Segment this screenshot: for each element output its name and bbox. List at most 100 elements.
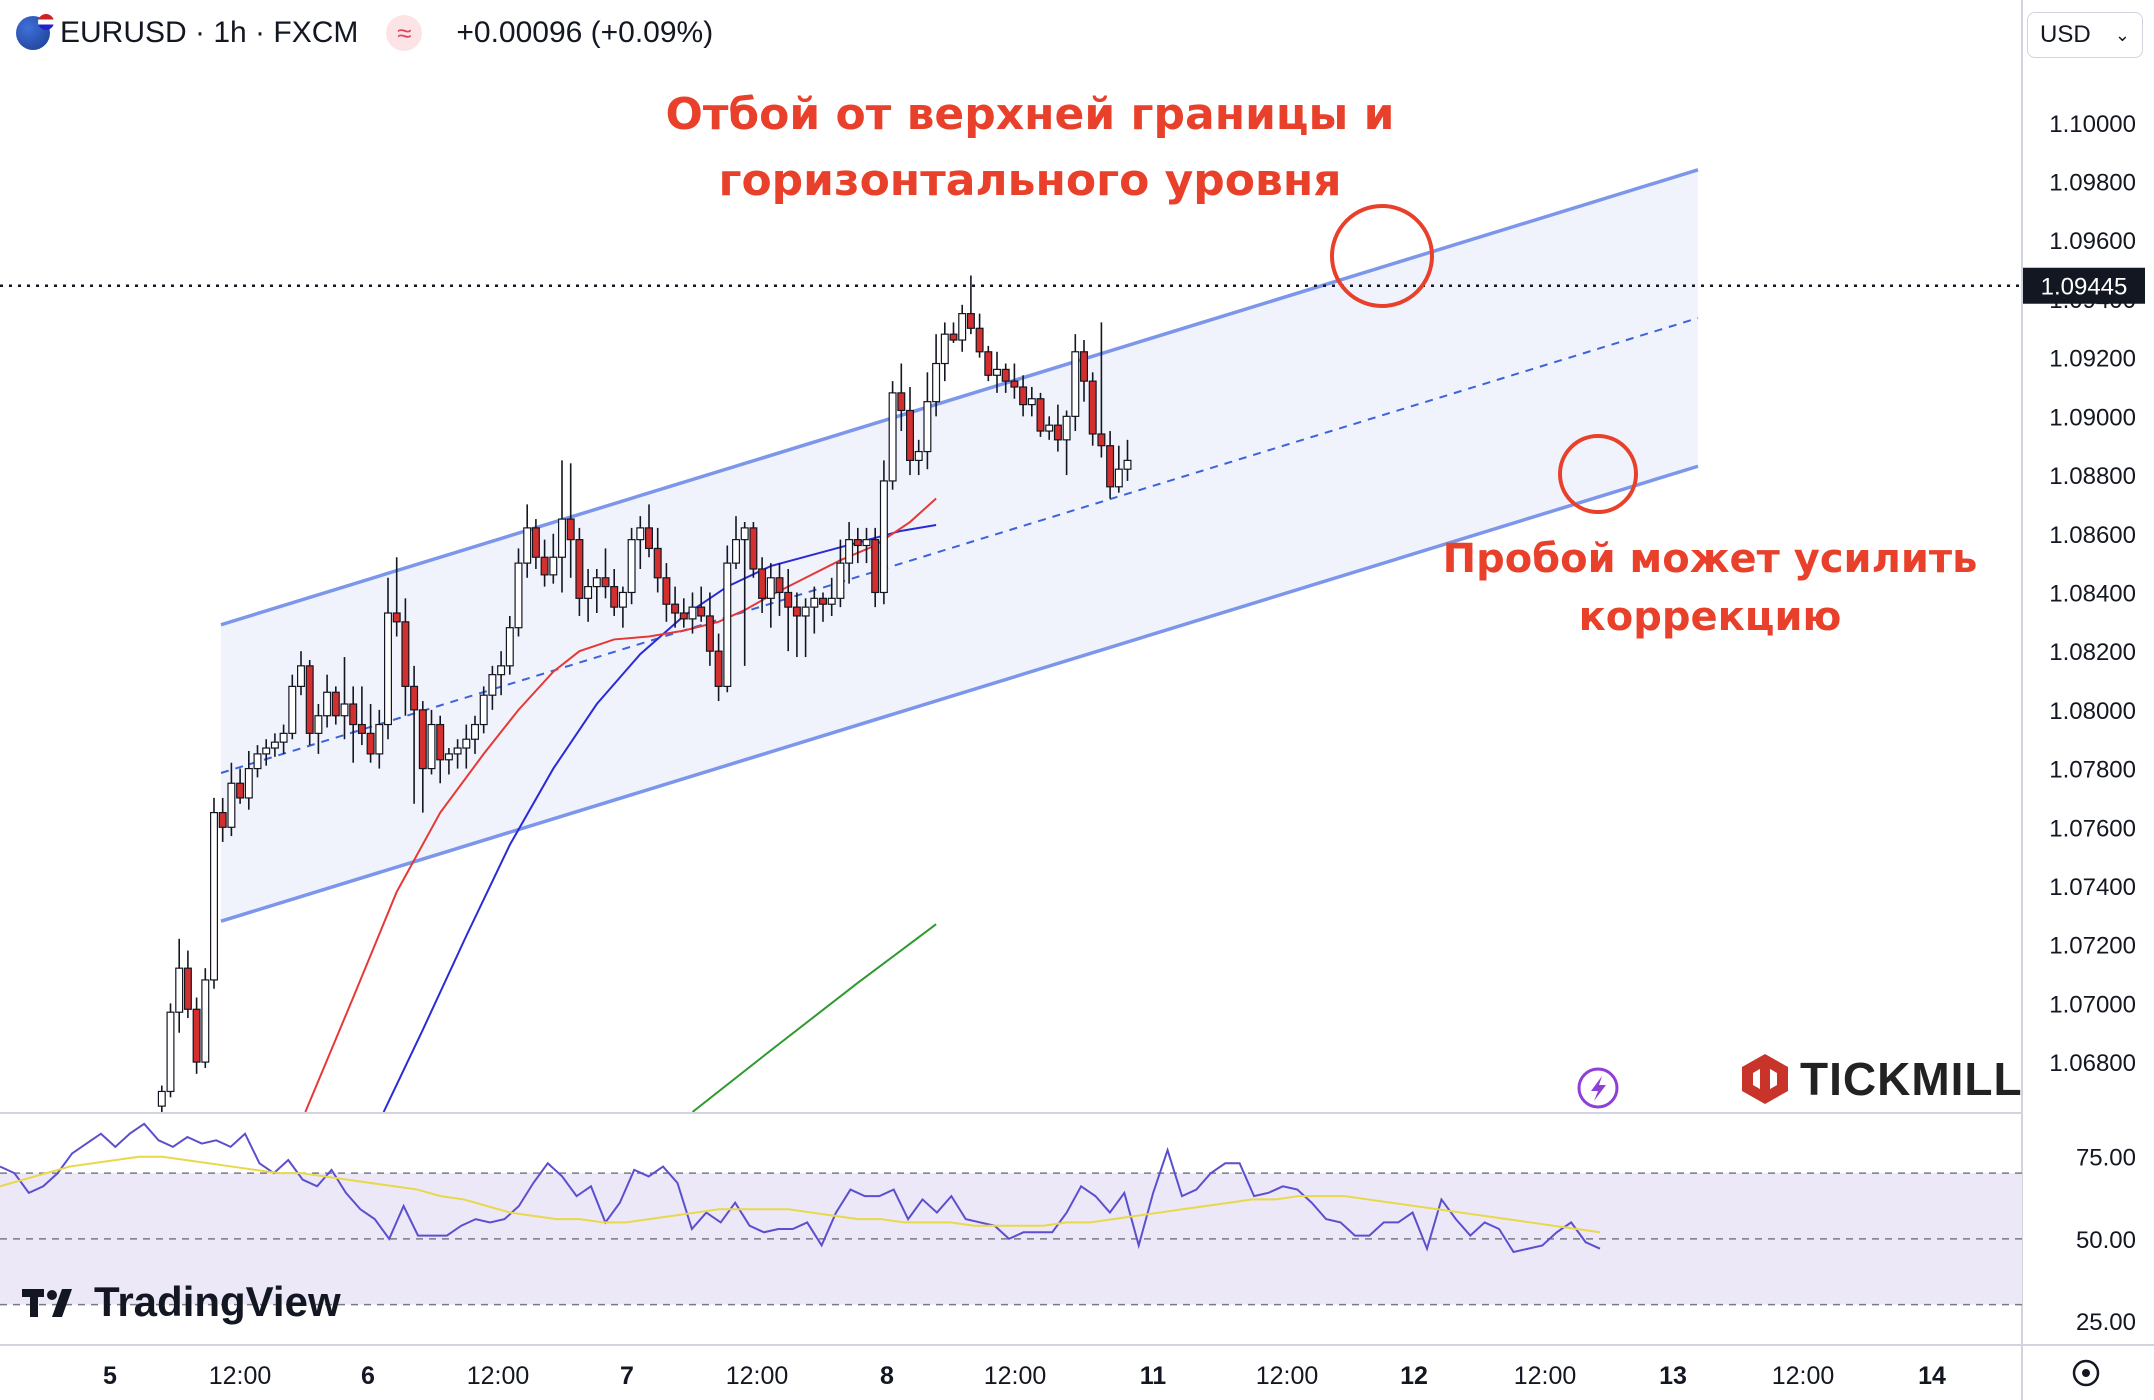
candle-down <box>897 392 906 412</box>
candle-up <box>201 979 210 1063</box>
candle-down <box>671 603 680 614</box>
rsi-line <box>0 1122 1601 1254</box>
candle-up <box>1114 468 1123 488</box>
candle-up <box>618 591 627 608</box>
candle-down <box>366 732 375 755</box>
candle-up <box>427 723 436 770</box>
candle-down <box>1106 445 1115 488</box>
candle-down <box>949 333 958 341</box>
candle-up <box>270 741 279 749</box>
wave-icon[interactable]: ≈ <box>386 15 423 51</box>
rsi-ma-line <box>0 1155 1601 1234</box>
candle-up <box>688 606 697 620</box>
candle-up <box>1027 398 1036 406</box>
annotation-top-line2: горизонтального уровня <box>718 155 1342 206</box>
candle-down <box>436 723 445 761</box>
tradingview-logo: TradingView <box>22 1278 341 1326</box>
candle-up <box>940 333 949 365</box>
candle-up <box>1123 459 1132 470</box>
ma-green-line <box>691 923 937 1112</box>
candle-up <box>731 539 740 564</box>
settings-gear-center <box>2082 1369 2090 1377</box>
candle-down <box>714 650 723 687</box>
candle-down <box>975 327 984 353</box>
candle-down <box>1088 380 1097 435</box>
annotation-right: Пробой может усилить коррекцию <box>1440 530 1980 646</box>
candle-up <box>592 577 601 588</box>
candle-down <box>531 527 540 558</box>
candle-down <box>1053 424 1062 441</box>
candle-up <box>992 368 1001 376</box>
candle-down <box>401 621 410 687</box>
candle-down <box>418 709 427 770</box>
rsi-tick-label: 75.00 <box>2076 1145 2136 1172</box>
last-price-badge <box>2023 267 2145 304</box>
candle-up <box>288 685 297 734</box>
tradingview-text: TradingView <box>94 1278 341 1325</box>
candle-up <box>1062 415 1071 441</box>
price-change: +0.00096 (+0.09%) <box>456 16 714 49</box>
candle-down <box>540 556 549 576</box>
price-tick-label: 1.07000 <box>2049 991 2136 1018</box>
candle-up <box>1045 424 1054 432</box>
price-tick-label: 1.09800 <box>2049 170 2136 197</box>
tickmill-mark-icon <box>1742 1054 1788 1104</box>
price-tick-label: 1.07600 <box>2049 815 2136 842</box>
candle-down <box>192 1008 201 1063</box>
candle-up <box>384 612 393 726</box>
candle-up <box>1071 351 1080 417</box>
candle-up <box>627 539 636 594</box>
candle-up <box>584 585 593 599</box>
currency-label: USD <box>2040 21 2091 48</box>
channel-lower-line <box>220 464 1699 923</box>
time-tick-label: 5 <box>103 1362 117 1390</box>
candle-up <box>810 597 819 608</box>
candle-down <box>183 967 192 1010</box>
price-tick-label: 1.09000 <box>2049 404 2136 431</box>
time-tick-label: 12:00 <box>726 1362 789 1390</box>
candle-up <box>523 527 532 564</box>
candle-down <box>357 723 366 734</box>
candle-up <box>827 597 836 605</box>
price-tick-label: 1.10000 <box>2049 111 2136 138</box>
candle-up <box>549 556 558 576</box>
candle-down <box>1001 368 1010 382</box>
price-tick-label: 1.08600 <box>2049 522 2136 549</box>
candle-up <box>505 627 514 667</box>
candle-up <box>497 665 506 676</box>
tickmill-text: TICKMILL <box>1800 1053 2023 1105</box>
time-tick-label: 12:00 <box>984 1362 1047 1390</box>
time-tick-label: 12:00 <box>1772 1362 1835 1390</box>
candle-down <box>653 547 662 579</box>
candle-down <box>818 597 827 605</box>
time-tick-label: 6 <box>361 1362 375 1390</box>
candle-down <box>644 527 653 550</box>
candle-up <box>514 562 523 629</box>
candle-down <box>575 539 584 599</box>
candle-down <box>236 782 245 799</box>
candle-up <box>923 401 932 453</box>
price-tick-label: 1.08400 <box>2049 580 2136 607</box>
currency-select[interactable]: USD ⌄ <box>2027 12 2143 58</box>
candle-down <box>349 703 358 726</box>
candle-up <box>253 753 262 770</box>
symbol-title[interactable]: EURUSD · 1h · FXCM <box>60 16 359 49</box>
price-tick-label: 1.08800 <box>2049 463 2136 490</box>
annotation-top-line1: Отбой от верхней границы и <box>665 89 1395 140</box>
candle-down <box>792 606 801 617</box>
candle-up <box>932 362 941 403</box>
candle-up <box>862 539 871 547</box>
time-tick-label: 12:00 <box>1256 1362 1319 1390</box>
candle-down <box>1036 398 1045 432</box>
candle-up <box>175 967 184 1013</box>
candle-up <box>375 723 384 755</box>
candle-up <box>453 747 462 755</box>
candle-down <box>331 691 340 717</box>
candle-up <box>914 450 923 461</box>
time-tick-label: 13 <box>1659 1362 1687 1390</box>
chevron-down-icon: ⌄ <box>2114 24 2130 45</box>
candle-down <box>853 539 862 547</box>
annotation-top: Отбой от верхней границы и горизонтально… <box>650 82 1410 214</box>
candle-up <box>210 812 219 981</box>
